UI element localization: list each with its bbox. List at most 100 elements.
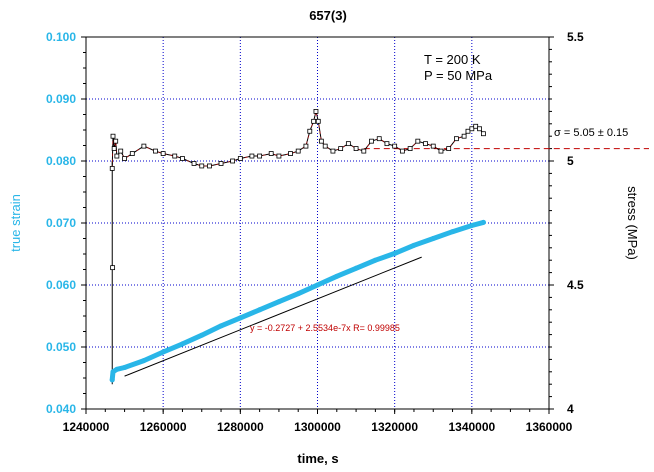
fit-line [124,256,422,377]
left-axis-label: true strain [8,194,23,252]
stress-point [276,153,282,159]
strain-point [372,257,378,263]
stress-point [461,133,467,139]
strain-point [430,236,436,241]
stress-point [477,126,482,132]
stress-point [407,146,413,152]
strain-point [450,229,456,235]
strain-point [411,242,417,248]
strain-point [160,349,166,355]
stress-point [369,138,374,144]
x-tick-label: 1260000 [140,420,187,434]
x-axis: 1240000 1260000 1280000 1300000 1320000 13400… [63,409,573,434]
stress-point [180,156,185,161]
stress-point [207,163,212,169]
stress-point [446,146,452,152]
stress-point [113,138,119,144]
stress-smooth-line [111,111,484,169]
x-tick-label: 1340000 [448,420,495,434]
stress-point [345,141,351,147]
stress-point [199,163,205,169]
annotation-temperature: T = 200 K [424,52,481,67]
right-tick-label: 5 [567,154,574,168]
stress-point [313,109,319,114]
stress-point [384,141,390,147]
stress-point [453,136,459,142]
strain-point [295,291,301,297]
stress-point [268,151,274,156]
stress-point [469,126,475,132]
fit-equation-label: y = -0.2727 + 2.5534e-7x R= 0.99985 [250,323,400,333]
stress-point [338,146,344,152]
stress-point [311,118,317,124]
right-tick-label: 4 [567,402,574,416]
strain-point [257,307,263,313]
annotation-pressure: P = 50 MPa [424,68,493,83]
left-tick-label: 0.040 [46,402,76,416]
strain-point [480,219,486,225]
right-tick-label: 5.5 [567,30,584,44]
stress-point [118,148,124,154]
chart-marks [109,109,649,385]
stress-point [257,153,263,159]
stress-point [361,148,367,154]
stress-point [423,141,428,147]
strain-point [276,299,282,305]
stress-point [430,143,436,149]
stress-point [122,156,127,161]
x-tick-label: 1240000 [63,420,110,434]
left-tick-label: 0.090 [46,92,76,106]
strain-point [122,364,128,370]
stress-point [330,148,336,154]
x-tick-label: 1360000 [526,420,573,434]
stress-point [307,128,313,134]
stress-point [153,148,158,154]
stress-point [114,153,120,159]
stress-point [303,143,309,149]
stress-point [322,143,328,149]
stress-point [129,151,135,156]
stress-point [376,136,382,142]
left-tick-label: 0.100 [46,30,76,44]
strain-point [334,273,340,279]
stress-point [353,146,359,152]
stress-point [218,161,224,166]
stress-point [160,151,166,156]
annotation-sigma: σ = 5.05 ± 0.15 [554,127,628,139]
left-tick-label: 0.070 [46,216,76,230]
left-axis: 0.040 0.050 0.060 0.070 0.080 0.090 0.100 [46,30,86,416]
stress-point [230,158,236,164]
left-tick-label: 0.080 [46,154,76,168]
stress-point [109,166,115,171]
strain-point [114,366,120,372]
x-tick-label: 1320000 [371,420,418,434]
stress-point [110,133,116,139]
strain-point [110,369,116,375]
stress-point [288,151,293,156]
strain-point [469,222,475,228]
right-tick-label: 4.5 [567,278,584,292]
stress-outlier-point [110,265,116,271]
strain-series-line [109,219,486,383]
stress-point [473,123,479,129]
stress-point [295,148,301,154]
stress-point [481,131,486,137]
strain-point [218,323,224,329]
stress-point [172,153,178,159]
strain-point [199,332,205,338]
strain-point [392,250,398,256]
strain-point [109,377,115,383]
stress-point [438,148,444,154]
stress-point [465,128,471,134]
stress-point [318,138,324,144]
x-axis-label: time, s [297,451,338,466]
strain-point [353,265,359,271]
left-tick-label: 0.050 [46,340,76,354]
stress-series-line [111,111,484,169]
stress-point [392,143,398,149]
stress-point [315,118,321,124]
chart-title: 657(3) [309,8,347,23]
x-tick-label: 1280000 [217,420,264,434]
x-tick-label: 1300000 [294,420,341,434]
